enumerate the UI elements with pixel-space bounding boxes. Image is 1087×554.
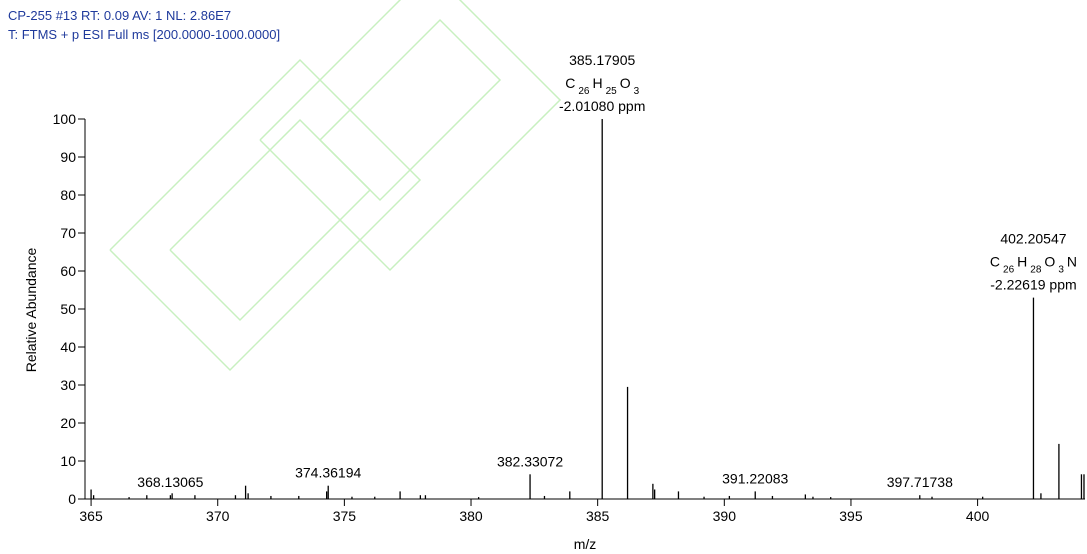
peak-label: 402.20547 <box>1000 231 1066 247</box>
x-tick-label: 365 <box>79 508 103 524</box>
peak-label: 391.22083 <box>722 470 788 486</box>
formula-element: H <box>592 75 602 91</box>
formula-count: 3 <box>634 86 640 97</box>
y-axis-title: Relative Abundance <box>23 248 39 373</box>
y-tick-label: 30 <box>60 377 76 393</box>
formula-element: O <box>1044 254 1055 270</box>
y-tick-label: 90 <box>60 149 76 165</box>
peak-label: 385.17905 <box>569 52 635 68</box>
watermark <box>109 0 562 372</box>
y-tick-label: 20 <box>60 415 76 431</box>
x-tick-label: 400 <box>966 508 990 524</box>
x-tick-label: 385 <box>586 508 610 524</box>
peak-label: 374.36194 <box>295 465 361 481</box>
peak-formula: C 26 H 28 O 3 N <box>990 254 1077 276</box>
x-tick-label: 390 <box>713 508 737 524</box>
x-tick-label: 395 <box>839 508 863 524</box>
formula-count: 26 <box>578 86 590 97</box>
y-tick-label: 60 <box>60 263 76 279</box>
formula-element: O <box>620 75 631 91</box>
formula-count: 26 <box>1003 264 1015 275</box>
y-tick-label: 50 <box>60 301 76 317</box>
formula-count: 25 <box>606 86 618 97</box>
header-line: T: FTMS + p ESI Full ms [200.0000-1000.0… <box>8 27 280 42</box>
y-tick-label: 0 <box>68 491 76 507</box>
y-tick-label: 100 <box>53 111 77 127</box>
x-tick-label: 375 <box>333 508 357 524</box>
formula-element: C <box>990 254 1000 270</box>
y-tick-label: 40 <box>60 339 76 355</box>
y-tick-label: 80 <box>60 187 76 203</box>
x-axis-title: m/z <box>574 536 597 552</box>
x-tick-label: 380 <box>459 508 483 524</box>
formula-element: H <box>1017 254 1027 270</box>
y-tick-label: 10 <box>60 453 76 469</box>
peak-error: -2.22619 ppm <box>990 277 1076 293</box>
x-tick-label: 370 <box>206 508 230 524</box>
peak-error: -2.01080 ppm <box>559 98 645 114</box>
peak-formula: C 26 H 25 O 3 <box>565 75 639 97</box>
y-tick-label: 70 <box>60 225 76 241</box>
formula-element: C <box>565 75 575 91</box>
formula-count: 28 <box>1030 264 1042 275</box>
peak-label: 382.33072 <box>497 453 563 469</box>
peak-label: 368.13065 <box>137 474 203 490</box>
formula-count: 3 <box>1058 264 1064 275</box>
header-line: CP-255 #13 RT: 0.09 AV: 1 NL: 2.86E7 <box>8 8 231 23</box>
formula-element: N <box>1067 254 1077 270</box>
peak-label: 397.71738 <box>887 474 953 490</box>
